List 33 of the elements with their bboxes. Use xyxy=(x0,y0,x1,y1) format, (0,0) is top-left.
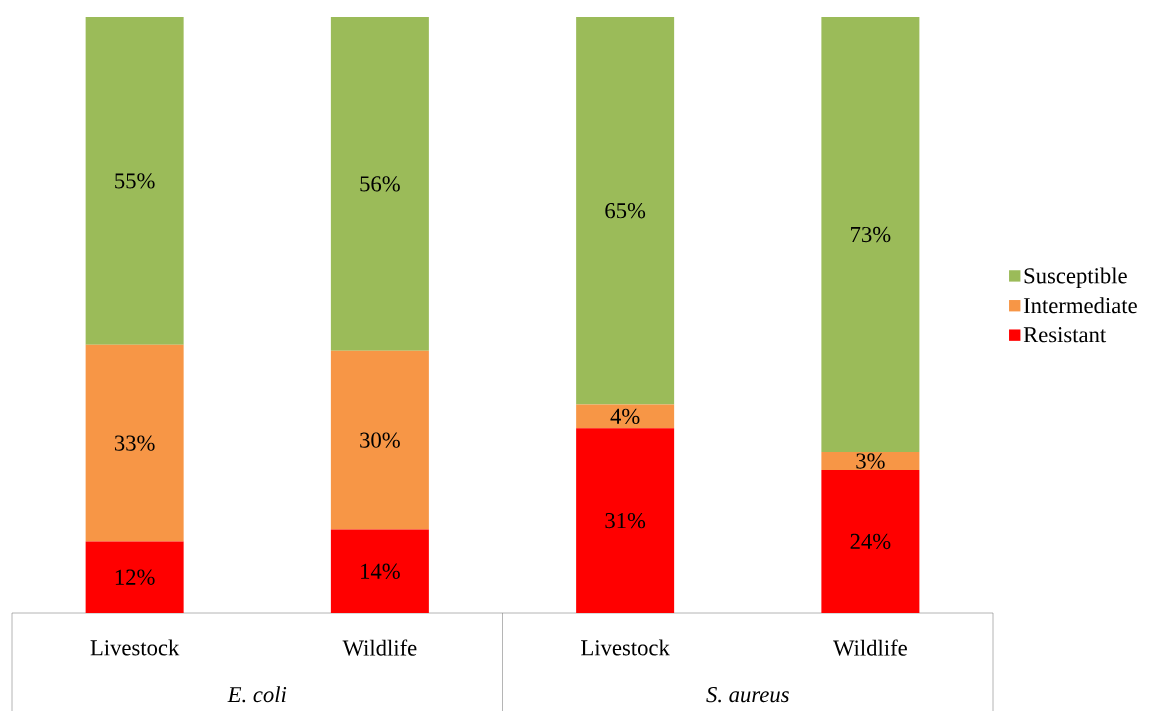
bar xyxy=(821,452,920,470)
data-label: 55% xyxy=(115,173,155,189)
bar xyxy=(576,428,675,613)
x-tick-label: Wildlife xyxy=(342,639,417,656)
bar xyxy=(821,469,920,613)
data-label: 31% xyxy=(605,512,646,529)
data-label: 12% xyxy=(115,569,155,585)
legend-label: Resistant xyxy=(1023,327,1107,343)
bar xyxy=(330,350,429,530)
data-label: 56% xyxy=(360,176,400,192)
text: E. coli xyxy=(227,686,287,703)
bar xyxy=(330,17,429,351)
x-tick-label: Livestock xyxy=(581,639,670,656)
bar xyxy=(330,529,429,613)
legend-label: Intermediate xyxy=(1023,297,1137,314)
data-label: 3% xyxy=(856,453,885,469)
data-label: 4% xyxy=(610,408,640,424)
text: S. aureus xyxy=(706,686,789,703)
bar xyxy=(85,17,184,345)
bar xyxy=(576,17,675,405)
data-label: 30% xyxy=(360,432,400,448)
data-label: 14% xyxy=(361,563,400,579)
x-tick-label: Livestock xyxy=(90,639,180,656)
data-label: 73% xyxy=(851,226,891,243)
bar xyxy=(576,404,675,429)
bar xyxy=(821,17,920,453)
bar xyxy=(85,541,184,613)
data-label: 65% xyxy=(605,203,646,219)
bar xyxy=(85,344,184,542)
data-label: 33% xyxy=(114,435,155,451)
legend-label: Susceptible xyxy=(1024,267,1127,289)
data-label: 24% xyxy=(850,533,891,550)
x-tick-label: Wildlife xyxy=(833,639,907,656)
